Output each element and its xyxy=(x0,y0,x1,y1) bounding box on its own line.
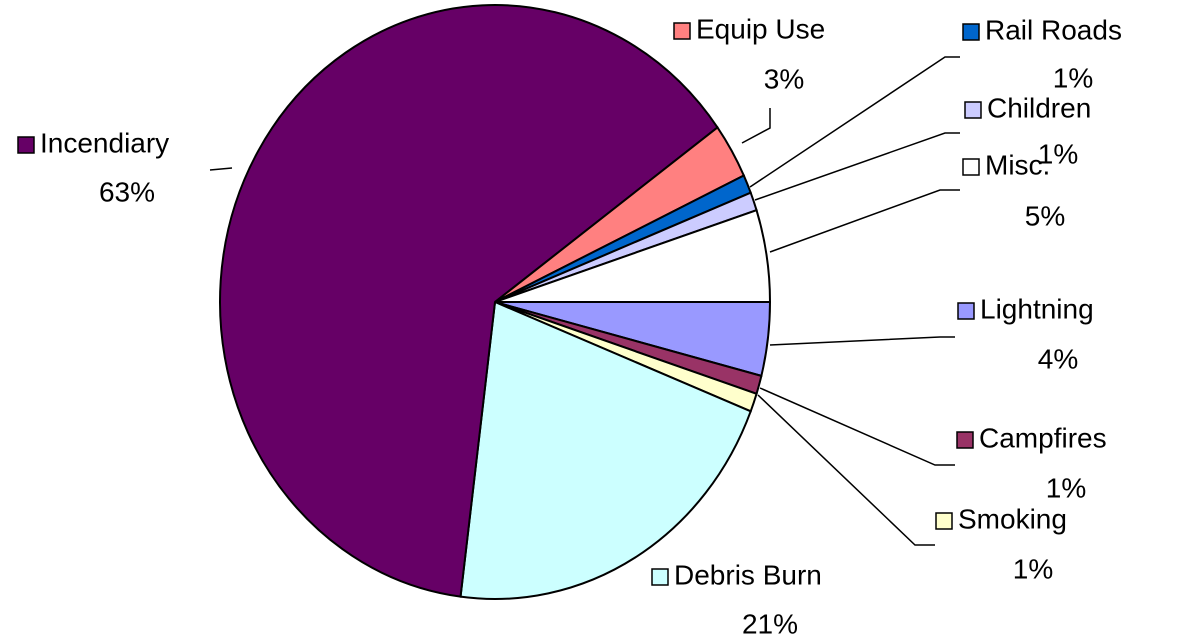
slice-label: 4% xyxy=(1038,343,1078,374)
label-swatch xyxy=(964,101,982,119)
slice-label: 1% xyxy=(1013,553,1053,584)
label-swatch xyxy=(962,23,980,41)
leader-line xyxy=(754,132,960,201)
label-swatch xyxy=(673,22,691,40)
slice-name: Lightning xyxy=(980,293,1094,324)
label-swatch xyxy=(17,136,35,154)
slice-name: Rail Roads xyxy=(985,14,1122,45)
slice-label: 1% xyxy=(1046,472,1086,503)
leader-line xyxy=(769,189,960,253)
slice-name: Smoking xyxy=(958,503,1067,534)
slice-name: Equip Use xyxy=(696,13,825,44)
leader-line xyxy=(769,336,955,346)
slice-name: Campfires xyxy=(979,422,1107,453)
slice-name: Misc. xyxy=(985,149,1050,180)
pie-slice xyxy=(494,208,772,303)
leader-line xyxy=(741,108,771,144)
pie-slice xyxy=(459,300,752,600)
slice-name: Children xyxy=(987,92,1091,123)
label-swatch xyxy=(935,512,953,530)
leader-line xyxy=(209,167,233,171)
leader-line xyxy=(757,394,935,546)
leader-line xyxy=(759,387,955,466)
label-swatch xyxy=(956,431,974,449)
slice-label: 5% xyxy=(1025,200,1065,231)
slice-name: Debris Burn xyxy=(674,559,822,590)
label-swatch xyxy=(962,158,980,176)
slice-name: Incendiary xyxy=(40,127,169,158)
label-swatch xyxy=(651,568,669,586)
label-swatch xyxy=(957,302,975,320)
leader-line xyxy=(749,56,960,188)
pie-slice xyxy=(219,4,719,598)
slice-label: 21% xyxy=(742,608,798,639)
slice-label: 63% xyxy=(99,176,155,207)
slice-label: 3% xyxy=(764,63,804,94)
slice-label: 1% xyxy=(1038,138,1078,169)
slice-label: 1% xyxy=(1053,62,1093,93)
